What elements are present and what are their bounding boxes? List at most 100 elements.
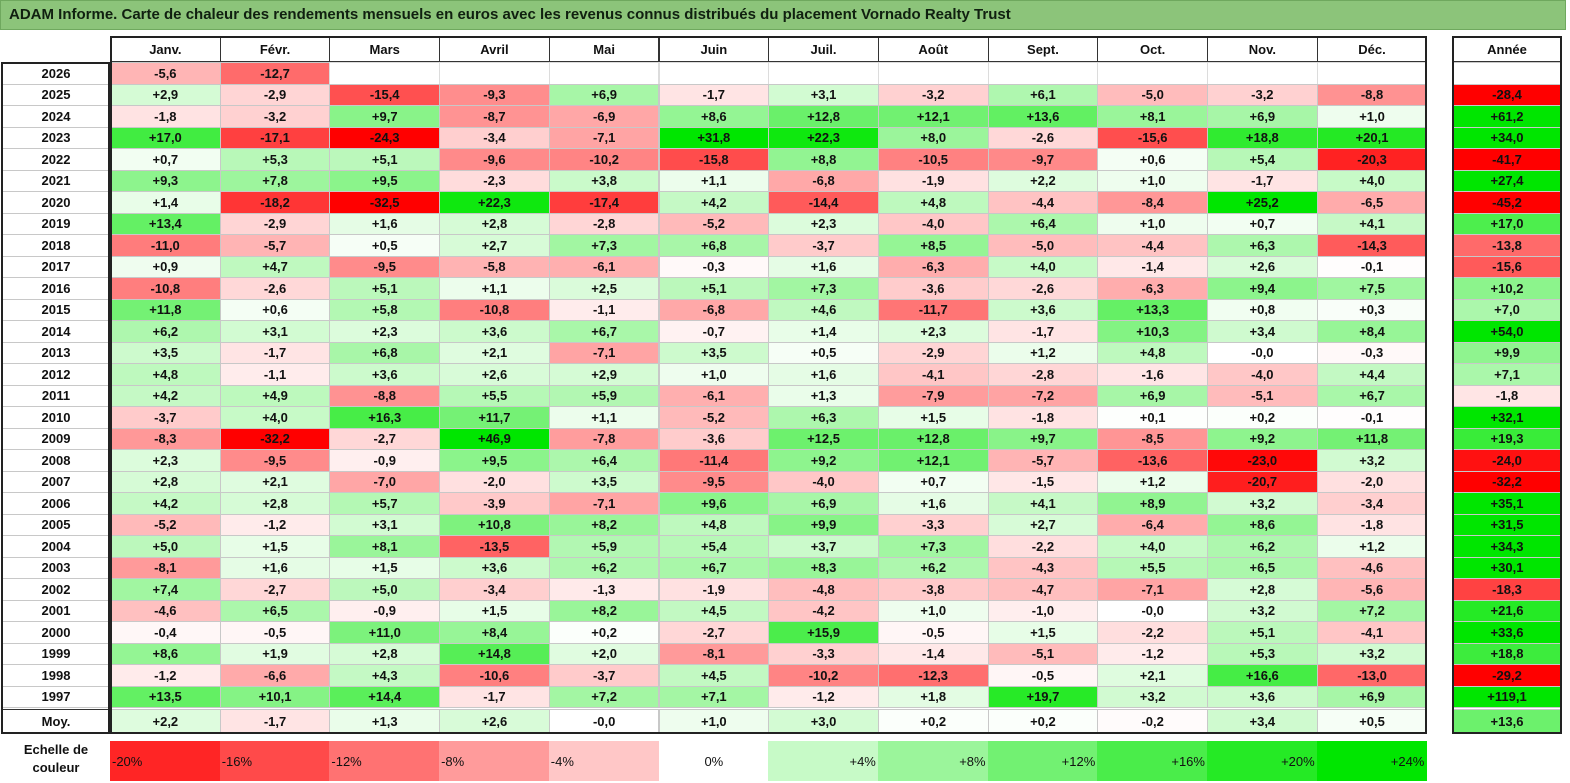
average-cell: +2,6 [439,709,550,734]
heatmap-cell: +31,8 [658,126,770,149]
heatmap-cell: -7,8 [548,427,660,450]
heatmap-cell: +6,2 [877,556,989,579]
heatmap-cell: +5,4 [658,535,770,558]
heatmap-cell [329,62,441,85]
heatmap-cell: +3,1 [219,320,331,343]
row-label: 2016 [2,277,110,300]
row-label: 2001 [2,599,110,622]
heatmap-cell: -7,1 [1097,578,1208,601]
heatmap-cell: +1,1 [548,406,660,429]
heatmap-cell: +0,6 [219,298,331,321]
heatmap-cell: +1,2 [987,341,1099,364]
heatmap-cell: +6,9 [1207,105,1318,128]
heatmap-cell: -1,7 [1207,169,1318,192]
row-label: 2004 [2,535,110,558]
column-header: Mars [329,36,441,62]
heatmap-cell: -0,1 [1316,406,1428,429]
heatmap-cell: +46,9 [439,427,550,450]
heatmap-cell: +1,6 [329,212,441,235]
heatmap-cell: -1,0 [987,599,1099,622]
heatmap-cell: +3,7 [768,535,879,558]
heatmap-cell: -6,6 [219,664,331,687]
heatmap-cell: -3,3 [768,642,879,665]
heatmap-cell [439,62,550,85]
average-cell: -1,7 [219,709,331,734]
heatmap-cell: -10,2 [548,148,660,171]
heatmap-cell: -1,2 [110,664,221,687]
heatmap-cell: -10,2 [768,664,879,687]
scale-swatch: +24% [1316,741,1428,781]
heatmap-cell: -20,7 [1207,470,1318,493]
heatmap-cell: +3,2 [1316,642,1428,665]
year-cell: +9,9 [1452,341,1562,364]
column-header: Avril [439,36,550,62]
heatmap-cell: +0,1 [1097,406,1208,429]
heatmap-cell: -1,2 [1097,642,1208,665]
heatmap-cell: -0,7 [658,320,770,343]
year-cell: +7,1 [1452,363,1562,386]
year-cell: +61,2 [1452,105,1562,128]
heatmap-cell: +9,7 [987,427,1099,450]
heatmap-cell: -3,7 [768,234,879,257]
heatmap-cell: +0,3 [1316,298,1428,321]
heatmap-cell: -1,4 [877,642,989,665]
heatmap-cell: +8,2 [548,599,660,622]
heatmap-cell: +4,2 [110,492,221,515]
heatmap-cell: +18,8 [1207,126,1318,149]
scale-swatch: -8% [439,741,550,781]
heatmap-cell: -1,7 [658,83,770,106]
heatmap-cell: +6,2 [1207,535,1318,558]
heatmap-cell: +0,2 [548,621,660,644]
heatmap-cell: +9,7 [329,105,441,128]
heatmap-cell: +0,5 [768,341,879,364]
heatmap-cell: +2,7 [987,513,1099,536]
heatmap-cell: -5,2 [658,406,770,429]
heatmap-cell: +6,9 [768,492,879,515]
heatmap-cell: +0,8 [1207,298,1318,321]
row-label: 2002 [2,578,110,601]
heatmap-cell: +3,2 [1207,599,1318,622]
scale-label: Echelle de couleur [23,742,89,775]
heatmap-cell: +2,3 [110,449,221,472]
heatmap-cell: +7,3 [548,234,660,257]
heatmap-cell: +12,1 [877,449,989,472]
heatmap-cell: -15,6 [1097,126,1208,149]
heatmap-cell: +4,8 [1097,341,1208,364]
heatmap-cell: +5,5 [439,384,550,407]
scale-swatch: -4% [548,741,660,781]
average-cell: -0,0 [548,709,660,734]
heatmap-cell: +14,4 [329,685,441,708]
heatmap-cell: +5,8 [329,298,441,321]
heatmap-cell: -24,3 [329,126,441,149]
heatmap-cell: -8,1 [658,642,770,665]
heatmap-cell: -0,0 [1097,599,1208,622]
heatmap-cell: -6,8 [768,169,879,192]
heatmap-cell: +5,7 [329,492,441,515]
year-cell: +10,2 [1452,277,1562,300]
heatmap-cell: +3,5 [110,341,221,364]
heatmap-cell: -13,6 [1097,449,1208,472]
heatmap-cell: -13,5 [439,535,550,558]
heatmap-cell: +5,4 [1207,148,1318,171]
year-cell: +17,0 [1452,212,1562,235]
heatmap-cell: +4,5 [658,664,770,687]
year-cell: -13,8 [1452,234,1562,257]
scale-swatch: +20% [1207,741,1318,781]
heatmap-cell: -3,7 [110,406,221,429]
heatmap-cell: -5,1 [1207,384,1318,407]
row-label: 2012 [2,363,110,386]
heatmap-cell: -18,2 [219,191,331,214]
year-cell: +30,1 [1452,556,1562,579]
heatmap-cell: -7,1 [548,126,660,149]
row-label: 2018 [2,234,110,257]
heatmap-cell: -2,9 [877,341,989,364]
heatmap-cell: +3,6 [439,320,550,343]
row-label: 2023 [2,126,110,149]
heatmap-cell: -1,1 [548,298,660,321]
heatmap-cell: -7,2 [987,384,1099,407]
heatmap-cell: -15,8 [658,148,770,171]
heatmap-cell: -4,3 [987,556,1099,579]
heatmap-cell: +25,2 [1207,191,1318,214]
heatmap-cell: +8,9 [1097,492,1208,515]
heatmap-cell: +9,3 [110,169,221,192]
